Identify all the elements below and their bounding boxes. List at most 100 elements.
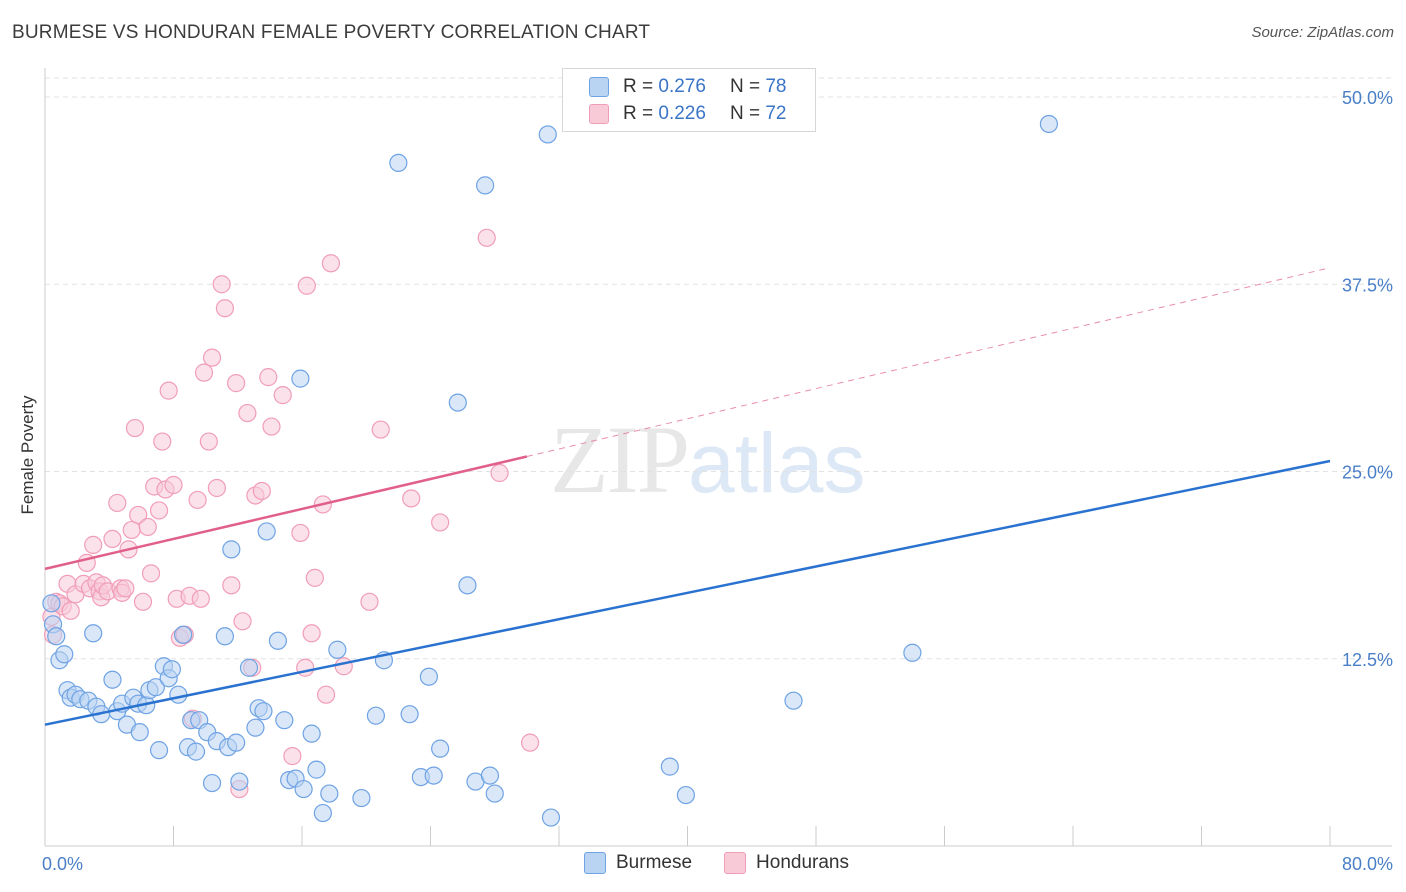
legend-label-burmese: Burmese xyxy=(616,852,693,873)
hondurans-point xyxy=(227,374,246,393)
burmese-point xyxy=(268,631,288,650)
hondurans-point xyxy=(402,489,421,508)
axes xyxy=(44,68,1392,847)
legend-r-label: R = xyxy=(623,103,654,124)
legend-swatch-burmese xyxy=(584,852,606,874)
burmese-point xyxy=(257,522,276,541)
hondurans-point xyxy=(133,592,153,611)
burmese-point xyxy=(162,660,181,679)
legend-r-label: R = xyxy=(623,76,654,97)
y-tick-label: 50.0% xyxy=(1342,88,1393,108)
legend-row-burmese: R = 0.276 N = 78 xyxy=(589,75,786,99)
burmese-point xyxy=(202,773,222,793)
burmese-point xyxy=(676,785,695,805)
burmese-point xyxy=(130,723,149,742)
burmese-point xyxy=(174,625,193,644)
hondurans-point xyxy=(194,363,214,382)
burmese-point xyxy=(903,643,922,662)
burmese-point xyxy=(352,788,371,808)
legend-item-hondurans[interactable]: Hondurans xyxy=(724,852,849,874)
hondurans-point xyxy=(316,685,336,704)
hondurans-point xyxy=(291,523,310,543)
hondurans-point xyxy=(321,254,341,273)
legend-swatch-hondurans xyxy=(724,852,747,874)
burmese-point xyxy=(538,125,557,144)
series-hondurans xyxy=(42,228,540,799)
burmese-point xyxy=(84,624,103,643)
burmese-point xyxy=(186,742,206,761)
watermark-atlas: atlas xyxy=(688,416,866,510)
correlation-legend: R = 0.276 N = 78 R = 0.226 N = 72 xyxy=(562,68,816,132)
burmese-point xyxy=(1039,114,1059,134)
burmese-point xyxy=(169,685,188,704)
burmese-point xyxy=(328,640,347,659)
hondurans-point xyxy=(116,579,135,598)
x-tick-label: 0.0% xyxy=(42,854,83,874)
burmese-point xyxy=(291,369,310,388)
series-burmese xyxy=(42,114,1059,827)
hondurans-point xyxy=(149,501,169,520)
burmese-point xyxy=(227,733,246,752)
legend-n-label: N = xyxy=(729,76,761,97)
hondurans-point xyxy=(191,589,210,608)
burmese-point xyxy=(42,594,61,613)
burmese-point xyxy=(215,627,234,646)
hondurans-point xyxy=(297,276,316,295)
hondurans-point xyxy=(202,348,222,367)
hondurans-point xyxy=(252,481,271,501)
burmese-point xyxy=(458,576,477,595)
burmese-point xyxy=(103,670,122,689)
legend-label-hondurans: Hondurans xyxy=(756,852,849,873)
burmese-point xyxy=(254,702,273,721)
y-tick-labels: 12.5% 25.0% 37.5% 50.0% xyxy=(1342,88,1393,670)
legend-item-burmese[interactable]: Burmese xyxy=(584,852,692,874)
hondurans-trend-line xyxy=(44,455,528,571)
hondurans-trend-extension xyxy=(526,267,1331,458)
hondurans-point xyxy=(103,529,122,549)
burmese-point xyxy=(480,766,500,785)
burmese-point xyxy=(313,803,332,823)
hondurans-point xyxy=(431,513,450,532)
burmese-point xyxy=(431,739,450,758)
y-tick-label: 12.5% xyxy=(1342,650,1393,670)
hondurans-point xyxy=(477,228,496,247)
burmese-point xyxy=(230,772,249,791)
hondurans-point xyxy=(212,275,231,294)
legend-r-value: 0.226 xyxy=(658,103,706,124)
legend-r-value: 0.276 xyxy=(658,76,706,97)
x-tick-labels: 0.0% 80.0% xyxy=(42,854,1393,874)
hondurans-point xyxy=(61,601,80,620)
burmese-point xyxy=(541,808,561,827)
hondurans-point xyxy=(371,420,390,439)
hondurans-point xyxy=(360,592,379,611)
burmese-point xyxy=(302,724,321,743)
burmese-point xyxy=(275,711,294,730)
burmese-trend-line xyxy=(44,459,1331,726)
legend-n-value: 78 xyxy=(765,76,787,97)
burmese-point xyxy=(47,627,66,646)
trend-lines xyxy=(44,267,1331,726)
hondurans-point xyxy=(233,612,252,631)
hondurans-point xyxy=(138,517,157,537)
hondurans-point xyxy=(259,368,278,387)
hondurans-point xyxy=(141,564,161,583)
legend-swatch-hondurans xyxy=(589,104,609,124)
burmese-point xyxy=(424,766,443,785)
legend-swatch-burmese xyxy=(589,77,609,97)
hondurans-point xyxy=(490,463,509,483)
hondurans-point xyxy=(215,299,234,318)
hondurans-point xyxy=(222,576,241,595)
burmese-point xyxy=(146,678,165,697)
hondurans-point xyxy=(238,403,257,423)
burmese-point xyxy=(294,779,313,799)
hondurans-point xyxy=(334,657,353,676)
burmese-point xyxy=(149,741,169,760)
burmese-point xyxy=(246,718,265,737)
burmese-point xyxy=(448,393,467,412)
hondurans-point xyxy=(199,432,218,451)
legend-row-hondurans: R = 0.226 N = 72 xyxy=(589,102,786,126)
burmese-point xyxy=(485,784,504,803)
hondurans-point xyxy=(302,624,321,643)
hondurans-point xyxy=(164,475,183,495)
hondurans-point xyxy=(125,418,145,438)
